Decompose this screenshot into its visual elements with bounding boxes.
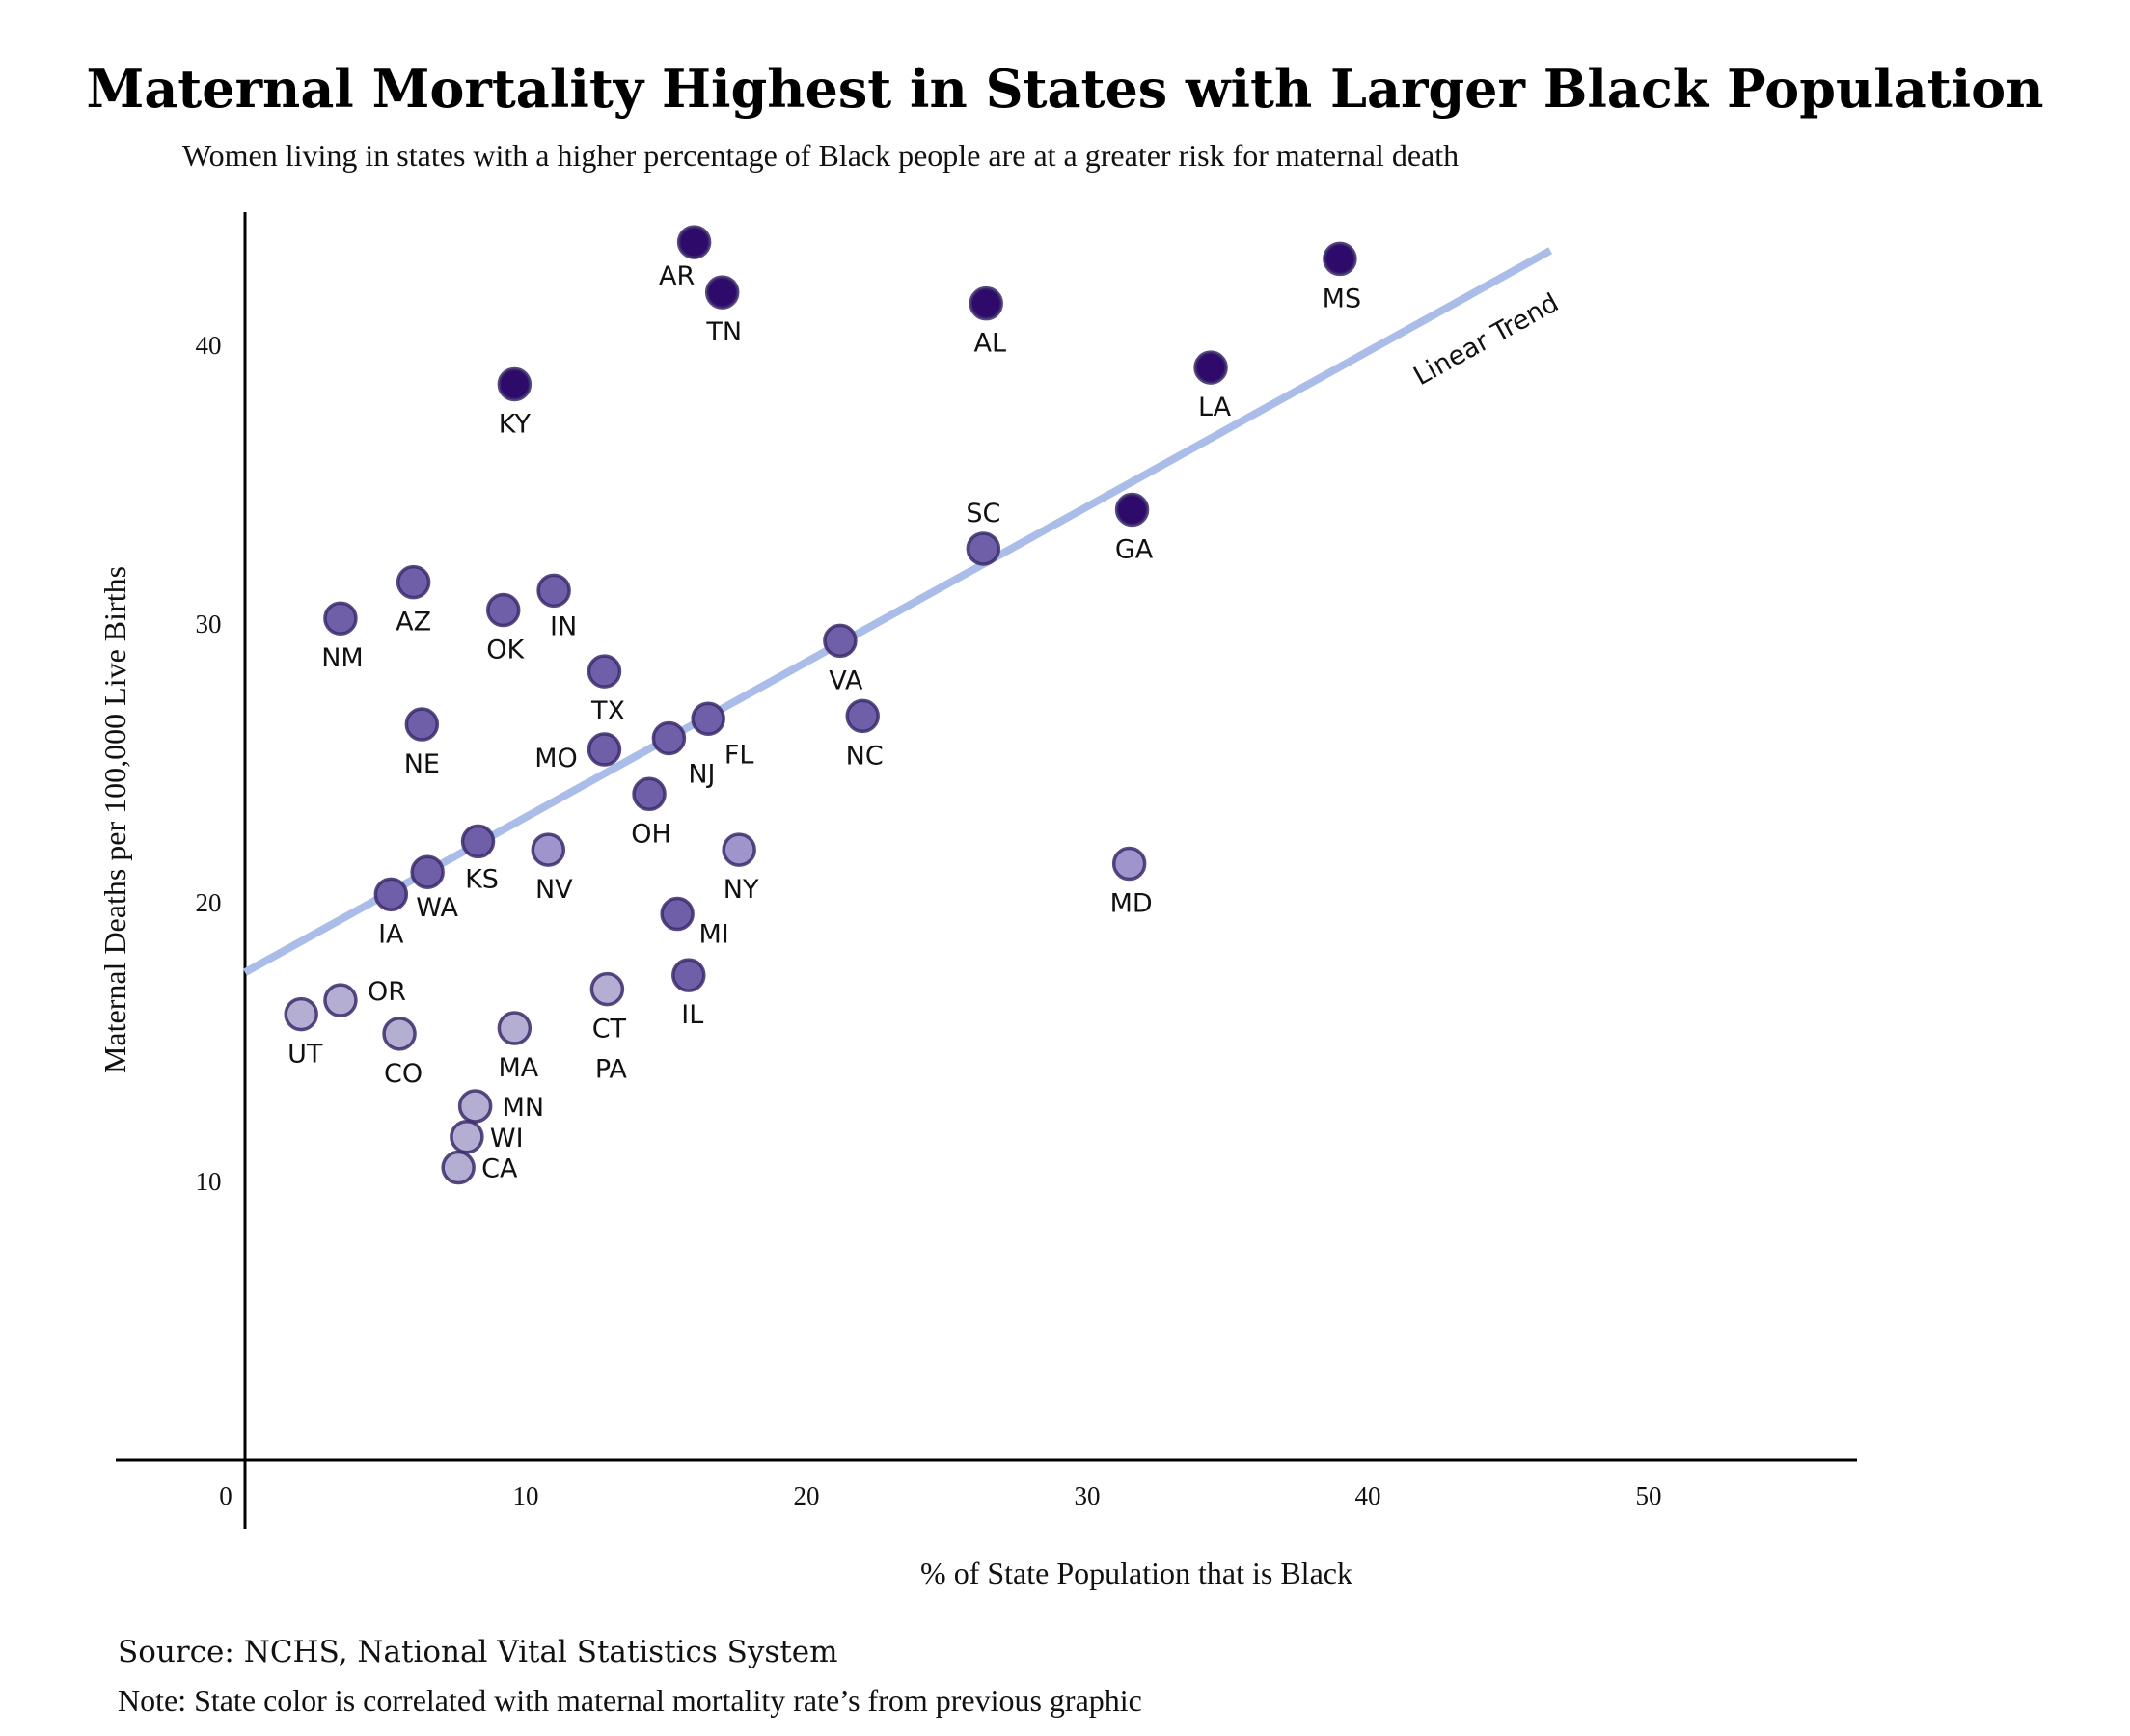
label-ga: GA [1115,535,1154,565]
point-il [671,958,706,992]
label-nv: NV [535,875,573,905]
point-md [1111,846,1147,882]
label-ok: OK [486,636,525,665]
label-ny: NY [724,875,759,905]
point-mi [660,896,695,932]
point-or [323,983,358,1017]
point-ne [404,707,440,742]
point-sc [966,531,1001,566]
x-axis-label: % of State Population that is Black [920,1556,1352,1590]
point-ia [373,877,409,912]
label-in: IN [550,611,577,641]
label-mo: MO [534,744,578,773]
point-wa [410,854,445,889]
point-nj [651,720,687,756]
label-ma: MA [498,1053,538,1083]
point-ny [722,832,756,867]
point-tn [704,275,740,310]
chart-subtitle: Women living in states with a higher per… [182,138,1459,173]
label-ne: NE [404,749,440,779]
source-note: Source: NCHS, National Vital Statistics … [118,1635,838,1669]
label-nj: NJ [688,759,715,789]
point-in [536,573,571,609]
y-tick-label: 30 [196,610,222,638]
label-al: AL [973,329,1006,359]
x-tick-labels: 0 10 20 30 40 50 [219,1481,1661,1510]
label-ks: KS [465,864,499,894]
label-tx: TX [590,696,625,726]
point-ma [497,1011,532,1045]
y-tick-label: 40 [196,331,222,360]
point-ms [1323,241,1357,277]
label-wi: WI [490,1124,524,1153]
point-wi [450,1120,484,1154]
linear-trend-label: Linear Trend [1408,287,1564,392]
x-tick-label: 0 [219,1481,232,1510]
point-ok [485,592,521,628]
point-ga [1114,492,1150,528]
point-co [382,1017,417,1051]
label-wa: WA [416,893,458,923]
y-tick-label: 20 [196,888,222,917]
x-tick-label: 50 [1636,1481,1662,1510]
label-ca: CA [481,1154,518,1184]
point-nv [531,832,566,867]
y-tick-label: 10 [196,1167,222,1196]
label-mn: MN [503,1093,545,1123]
point-al [969,285,1003,321]
y-tick-labels: 10 20 30 40 [196,331,222,1196]
label-oh: OH [631,819,671,849]
state-labels: AR MS TN AL LA KY GA SC AZ IN OK NM VA TX NC FL NE NJ MO OH… [287,261,1361,1183]
label-nc: NC [846,741,884,771]
label-ct: CT [592,1015,627,1044]
point-tx [587,654,622,689]
point-nm [323,601,358,636]
footnote: Note: State color is correlated with mat… [118,1683,1142,1718]
point-ky [497,366,532,402]
label-il: IL [681,1000,703,1030]
point-oh [632,776,667,812]
label-or: OR [368,977,406,1007]
x-tick-label: 30 [1075,1481,1101,1510]
point-ct [589,971,625,1007]
label-ar: AR [659,261,695,291]
label-ms: MS [1323,284,1361,313]
label-la: LA [1198,393,1232,422]
label-va: VA [829,665,863,695]
point-mo [587,732,622,767]
point-ca [441,1150,476,1185]
point-fl [691,701,725,737]
chart-title: Maternal Mortality Highest in States wit… [87,58,2044,120]
point-az [396,564,431,600]
point-ks [460,824,496,859]
x-tick-label: 20 [794,1481,820,1510]
axes [116,212,1857,1529]
label-nm: NM [321,643,364,673]
point-va [823,623,858,659]
label-pa: PA [595,1055,628,1085]
label-ky: KY [499,409,532,439]
x-tick-label: 10 [513,1481,539,1510]
label-fl: FL [724,740,754,770]
label-md: MD [1110,889,1153,919]
label-co: CO [384,1059,423,1089]
y-axis-label: Maternal Deaths per 100,000 Live Births [97,566,132,1073]
data-points [284,225,1357,1185]
label-tn: TN [705,317,742,347]
linear-trend-line [243,247,1553,976]
point-la [1193,350,1228,385]
point-ar [676,225,712,259]
label-ia: IA [378,919,404,949]
label-sc: SC [966,499,1000,529]
point-mn [457,1089,493,1124]
label-az: AZ [396,608,431,637]
point-nc [845,698,880,734]
point-ut [284,996,318,1032]
label-mi: MI [699,920,729,950]
x-tick-label: 40 [1355,1481,1381,1510]
label-ut: UT [287,1040,323,1070]
